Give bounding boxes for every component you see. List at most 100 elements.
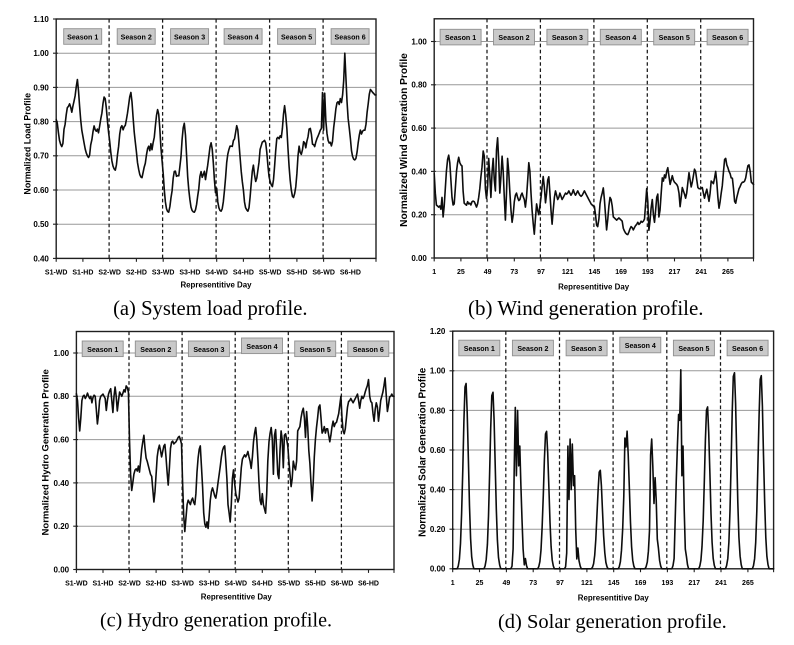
- svg-text:0.60: 0.60: [411, 124, 427, 133]
- svg-text:S6-HD: S6-HD: [358, 581, 379, 588]
- svg-text:Season 5: Season 5: [678, 345, 709, 353]
- svg-text:S3-WD: S3-WD: [171, 581, 194, 588]
- svg-text:0.00: 0.00: [430, 565, 446, 574]
- svg-text:1.00: 1.00: [411, 37, 427, 46]
- svg-text:(b) Wind generation profile.: (b) Wind generation profile.: [468, 296, 704, 320]
- svg-text:0.60: 0.60: [430, 446, 446, 455]
- svg-text:(d) Solar generation profile.: (d) Solar generation profile.: [498, 611, 727, 633]
- svg-text:49: 49: [484, 269, 492, 276]
- svg-text:Season 3: Season 3: [193, 346, 224, 354]
- svg-text:1: 1: [432, 269, 436, 276]
- svg-text:0.60: 0.60: [33, 186, 49, 195]
- svg-text:193: 193: [662, 580, 674, 587]
- svg-text:0.80: 0.80: [33, 118, 49, 127]
- svg-text:S6-HD: S6-HD: [340, 269, 361, 276]
- svg-text:S4-HD: S4-HD: [252, 581, 273, 588]
- svg-text:S2-WD: S2-WD: [118, 581, 141, 588]
- svg-text:Season 5: Season 5: [300, 346, 331, 354]
- svg-text:Season 4: Season 4: [605, 34, 636, 42]
- svg-text:1: 1: [451, 580, 455, 587]
- svg-text:0.80: 0.80: [411, 81, 427, 90]
- svg-text:121: 121: [581, 580, 593, 587]
- svg-text:S1-WD: S1-WD: [65, 581, 88, 588]
- svg-text:Season 6: Season 6: [353, 346, 384, 354]
- svg-text:0.70: 0.70: [33, 152, 49, 161]
- svg-text:Season 6: Season 6: [335, 34, 366, 42]
- svg-text:S5-HD: S5-HD: [286, 269, 307, 276]
- svg-text:Season 1: Season 1: [445, 34, 476, 42]
- svg-text:217: 217: [688, 580, 700, 587]
- svg-text:0.40: 0.40: [54, 479, 70, 488]
- svg-text:S1-HD: S1-HD: [92, 581, 113, 588]
- svg-text:121: 121: [562, 269, 574, 276]
- svg-text:49: 49: [503, 580, 511, 587]
- svg-text:169: 169: [615, 269, 627, 276]
- svg-text:169: 169: [635, 580, 647, 587]
- svg-text:S6-WD: S6-WD: [312, 269, 335, 276]
- svg-text:S5-WD: S5-WD: [278, 581, 301, 588]
- svg-text:97: 97: [537, 269, 545, 276]
- svg-text:25: 25: [476, 580, 484, 587]
- svg-text:S2-HD: S2-HD: [126, 269, 147, 276]
- svg-text:0.00: 0.00: [54, 565, 70, 574]
- svg-text:Normalized Hydro Generation Pr: Normalized Hydro Generation Profile: [41, 369, 52, 535]
- svg-text:Season 4: Season 4: [228, 34, 259, 42]
- svg-text:Season 3: Season 3: [174, 34, 205, 42]
- svg-text:0.20: 0.20: [430, 525, 446, 534]
- svg-text:Season 5: Season 5: [281, 34, 312, 42]
- svg-text:265: 265: [722, 269, 734, 276]
- svg-text:S4-HD: S4-HD: [233, 269, 254, 276]
- svg-text:0.40: 0.40: [411, 167, 427, 176]
- svg-text:Season 5: Season 5: [659, 34, 690, 42]
- svg-text:S4-WD: S4-WD: [225, 581, 248, 588]
- svg-text:Season 3: Season 3: [552, 34, 583, 42]
- svg-text:145: 145: [608, 580, 620, 587]
- svg-text:0.40: 0.40: [430, 486, 446, 495]
- svg-text:0.80: 0.80: [54, 392, 70, 401]
- svg-text:25: 25: [457, 269, 465, 276]
- svg-text:73: 73: [510, 269, 518, 276]
- svg-text:1.00: 1.00: [54, 349, 70, 358]
- svg-text:S2-HD: S2-HD: [146, 581, 167, 588]
- svg-text:Season 2: Season 2: [121, 34, 152, 42]
- svg-text:S2-WD: S2-WD: [98, 269, 121, 276]
- svg-text:0.00: 0.00: [411, 254, 427, 263]
- svg-text:Season 4: Season 4: [625, 342, 656, 350]
- svg-text:193: 193: [642, 269, 654, 276]
- svg-text:0.90: 0.90: [33, 83, 49, 92]
- svg-text:S1-WD: S1-WD: [45, 269, 68, 276]
- svg-text:S4-WD: S4-WD: [205, 269, 228, 276]
- svg-text:S3-HD: S3-HD: [179, 269, 200, 276]
- svg-text:1.00: 1.00: [33, 49, 49, 58]
- svg-text:Season 2: Season 2: [517, 345, 548, 353]
- svg-text:Season 1: Season 1: [67, 34, 98, 42]
- svg-text:73: 73: [529, 580, 537, 587]
- svg-text:S3-HD: S3-HD: [199, 581, 220, 588]
- svg-text:Season 1: Season 1: [87, 346, 118, 354]
- svg-text:S5-WD: S5-WD: [259, 269, 282, 276]
- svg-text:1.00: 1.00: [430, 367, 446, 376]
- svg-text:Season 3: Season 3: [571, 345, 602, 353]
- svg-text:0.50: 0.50: [33, 220, 49, 229]
- svg-text:S3-WD: S3-WD: [152, 269, 175, 276]
- svg-text:145: 145: [589, 269, 601, 276]
- svg-text:0.40: 0.40: [33, 254, 49, 263]
- svg-text:241: 241: [695, 269, 707, 276]
- svg-text:Normalized Solar Generation Pr: Normalized Solar Generation Profile: [418, 367, 429, 537]
- svg-text:0.80: 0.80: [430, 406, 446, 415]
- svg-text:Representitive Day: Representitive Day: [180, 281, 252, 290]
- svg-text:Season 2: Season 2: [140, 346, 171, 354]
- svg-text:0.20: 0.20: [411, 211, 427, 220]
- svg-text:Normalized Load Profile: Normalized Load Profile: [22, 93, 32, 195]
- svg-text:97: 97: [556, 580, 564, 587]
- svg-text:Normalized Wind Generation Pro: Normalized Wind Generation Profile: [399, 53, 410, 227]
- svg-text:Season 6: Season 6: [732, 345, 763, 353]
- svg-text:(a) System load profile.: (a) System load profile.: [113, 298, 307, 320]
- svg-text:265: 265: [742, 580, 754, 587]
- svg-text:Season 1: Season 1: [464, 345, 495, 353]
- svg-text:0.20: 0.20: [54, 522, 70, 531]
- svg-text:Representitive Day: Representitive Day: [578, 594, 650, 603]
- svg-text:1.10: 1.10: [33, 15, 49, 24]
- svg-text:(c) Hydro generation profile.: (c) Hydro generation profile.: [100, 610, 332, 632]
- svg-text:S5-HD: S5-HD: [305, 581, 326, 588]
